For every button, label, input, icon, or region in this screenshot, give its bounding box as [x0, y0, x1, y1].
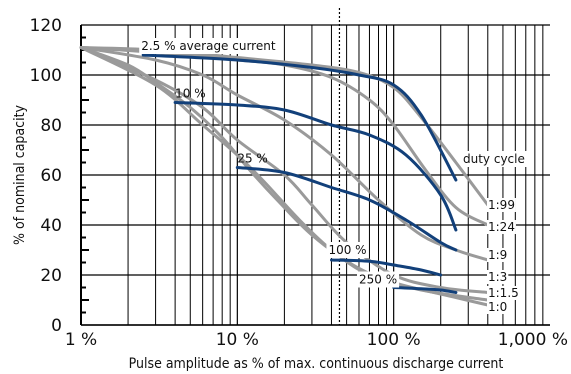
x-axis-title: Pulse amplitude as % of max. continuous …: [129, 356, 504, 372]
duty-cycle-curve-1-9: [79, 46, 490, 262]
average-current-label: 2.5 % average current: [141, 39, 276, 53]
label-background: [356, 271, 400, 288]
average-current-label: 100 %: [328, 243, 366, 257]
label-background: [326, 242, 369, 258]
y-axis-title: % of nominal capacity: [12, 104, 28, 244]
duty-cycle-label: 1:9: [488, 248, 507, 262]
y-tick-label: 60: [40, 166, 62, 186]
average-current-curve-2: [235, 166, 458, 252]
curve-layer: [79, 46, 490, 307]
x-tick-label: 1,000 %: [498, 330, 568, 350]
average-current-curve-4: [392, 286, 458, 294]
average-current-curve-1: [173, 101, 458, 232]
duty-cycle-label: 1:99: [488, 198, 515, 212]
y-tick-label: 20: [40, 266, 62, 286]
average-current-label: 10 %: [175, 87, 206, 101]
y-tick-label: 100: [30, 66, 62, 86]
label-background: [461, 151, 527, 167]
label-background: [487, 300, 509, 314]
duty-cycle-label: 1:0: [488, 300, 507, 314]
x-tick-label: 10 %: [216, 330, 259, 350]
duty-cycle-title: duty cycle: [463, 152, 525, 166]
label-background: [487, 220, 516, 234]
label-background: [487, 198, 516, 212]
y-tick-label: 80: [40, 116, 62, 136]
y-tick-label: 120: [30, 16, 62, 36]
x-tick-label: 100 %: [367, 330, 421, 350]
duty-cycle-curve-1-0: [79, 46, 490, 307]
label-background: [487, 270, 509, 284]
text-layer: 0 20 40 60 80 100 120 1 % 10 % 100 % 1,000 % Pulse …: [12, 16, 568, 372]
x-tick-label: 1 %: [65, 330, 97, 350]
average-current-curve-3: [330, 258, 443, 277]
label-background: [487, 248, 509, 262]
y-tick-label: 40: [40, 216, 62, 236]
average-current-curve-0: [141, 53, 458, 182]
average-current-label: 250 %: [359, 273, 397, 287]
label-background: [487, 286, 520, 300]
duty-cycle-curve-1-24: [79, 46, 490, 227]
average-current-label: 25 %: [237, 152, 267, 166]
duty-cycle-label: 1:1.5: [488, 286, 519, 300]
duty-cycle-label: 1:24: [488, 220, 515, 234]
duty-cycle-curve-1-3: [79, 46, 490, 294]
duty-cycle-label: 1:3: [488, 270, 507, 284]
y-tick-label: 0: [51, 316, 62, 336]
label-background: [139, 38, 278, 54]
